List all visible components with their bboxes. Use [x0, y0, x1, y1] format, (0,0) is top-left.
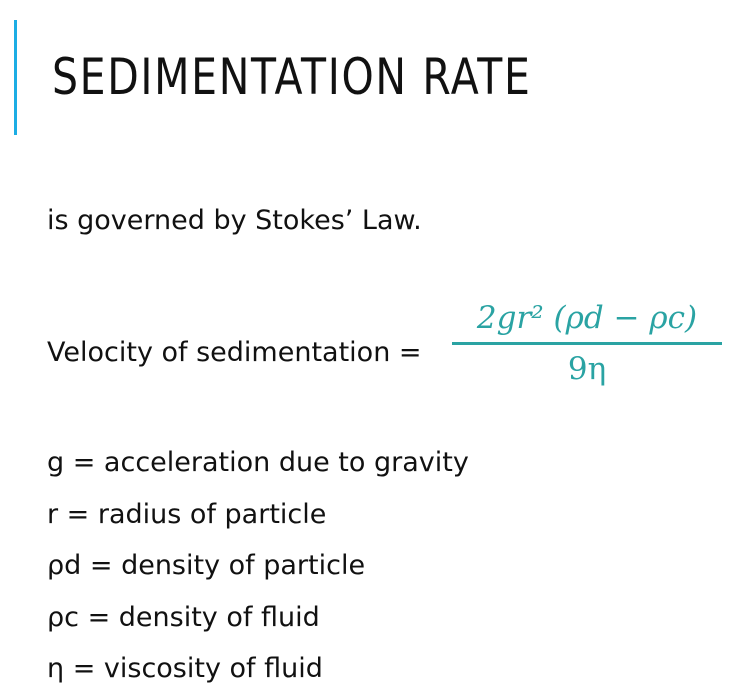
formula-numerator: 2gr² (ρd − ρc)	[476, 300, 698, 336]
title-accent-bar	[14, 20, 17, 135]
intro-text: is governed by Stokes’ Law.	[47, 205, 422, 236]
definition-item: ρd = density of particle	[47, 550, 366, 581]
formula-lhs: Velocity of sedimentation =	[47, 337, 422, 368]
formula-denominator: 9η	[567, 351, 607, 387]
definitions-list: g = acceleration due to gravity r = radi…	[47, 437, 469, 695]
slide-title: SEDIMENTATION RATE	[52, 48, 532, 106]
definition-item: η = viscosity of fluid	[47, 653, 323, 684]
definition-item: ρc = density of fluid	[47, 601, 320, 633]
definition-item: g = acceleration due to gravity	[47, 447, 469, 478]
definition-item: r = radius of particle	[47, 498, 327, 530]
fraction-bar	[452, 342, 722, 345]
formula-fraction: 2gr² (ρd − ρc) 9η	[452, 300, 722, 387]
